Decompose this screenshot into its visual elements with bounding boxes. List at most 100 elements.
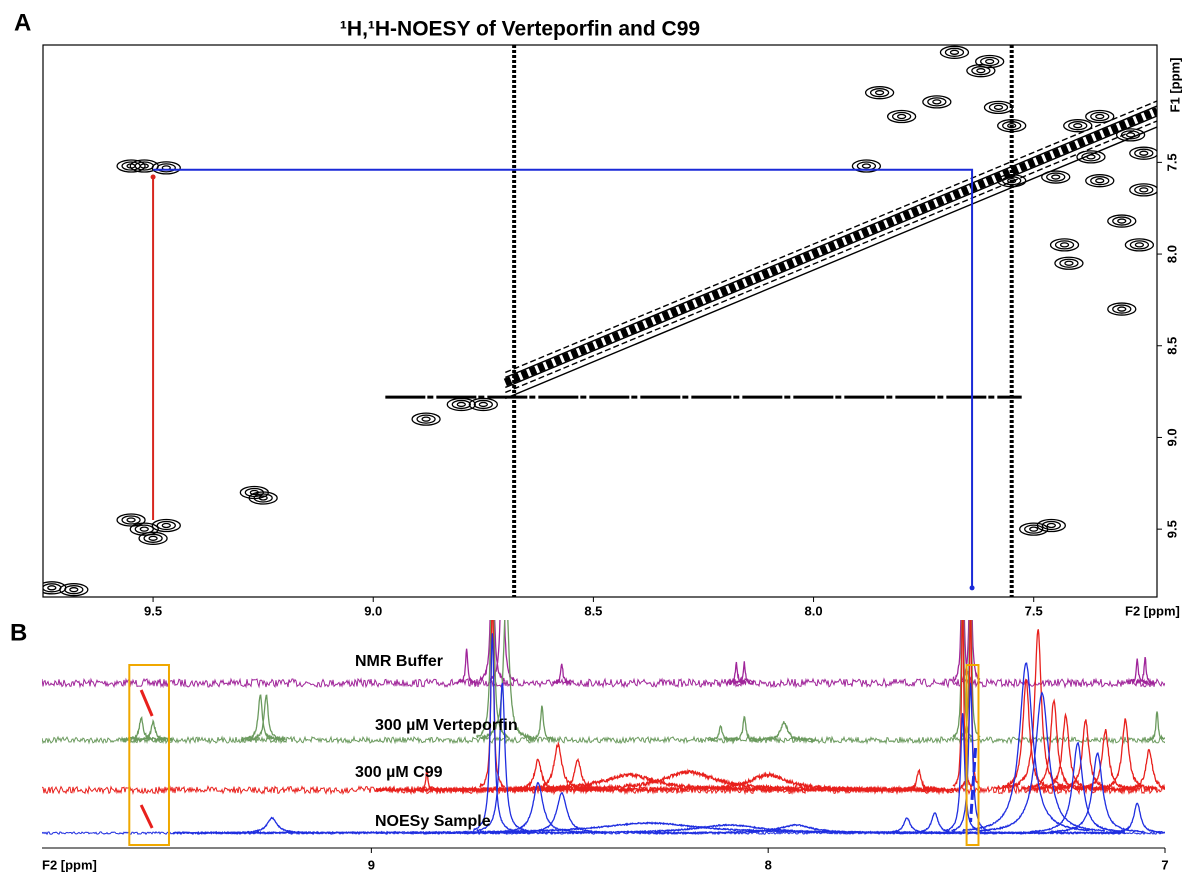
cross-peak — [473, 399, 493, 410]
spectrum-peak — [977, 691, 1106, 833]
cross-peak — [1112, 216, 1132, 226]
y-tick-label: 8.0 — [1164, 245, 1179, 263]
cross-peak — [1063, 119, 1093, 133]
cross-peak — [1125, 132, 1136, 138]
spectrum-peak — [479, 620, 506, 789]
spectrum-peak — [472, 633, 512, 832]
cross-peak — [1117, 306, 1127, 312]
cross-peak — [1051, 174, 1061, 180]
diagonal-contour — [505, 126, 1157, 400]
cross-peak — [1073, 123, 1083, 129]
cross-peak — [446, 397, 476, 412]
spectrum-peak — [962, 662, 1090, 832]
x-tick-label: 9.5 — [144, 603, 162, 618]
cross-peak — [1085, 109, 1115, 124]
y-axis-label: F1 [ppm] — [1167, 58, 1182, 113]
cross-peak — [116, 159, 146, 173]
spectrum-peak — [1116, 748, 1165, 794]
x-tick-label: 8.0 — [805, 603, 823, 618]
cross-peak — [1115, 128, 1146, 142]
x-tick-label: 9 — [368, 857, 375, 872]
cross-peak — [1085, 174, 1115, 188]
plot-frame — [42, 44, 1158, 598]
spectrum-peak — [1029, 741, 1126, 833]
cross-peak — [139, 526, 149, 532]
cross-peak — [1139, 150, 1149, 156]
arrow — [139, 689, 154, 717]
cross-peak — [1129, 240, 1150, 250]
x-tick-label: 9.0 — [364, 603, 382, 618]
spectrum-peak — [551, 663, 572, 687]
cross-peak — [1129, 183, 1157, 197]
annotation-end — [150, 174, 156, 180]
cross-peak — [1068, 121, 1088, 131]
cross-peak — [411, 412, 441, 426]
cross-peak — [1134, 148, 1154, 158]
cross-peak — [148, 535, 158, 541]
cross-peak — [1086, 154, 1096, 160]
spectrum-peak — [528, 705, 555, 743]
arrow — [969, 747, 978, 823]
spectra — [42, 620, 1165, 836]
cross-peak — [64, 585, 84, 595]
cross-peak — [932, 99, 942, 105]
cross-peak — [927, 97, 947, 107]
chart-title: ¹H,¹H-NOESY of Verteporfin and C99 — [340, 18, 700, 41]
baseline-trace — [42, 677, 1165, 689]
cross-peak — [1041, 520, 1061, 531]
cross-peak — [896, 113, 907, 120]
spectrum-peak — [902, 812, 967, 835]
cross-peak — [416, 414, 436, 424]
spectrum-peak — [751, 721, 817, 743]
cross-peak — [993, 104, 1004, 111]
cross-peak — [143, 533, 163, 543]
cross-peak — [922, 95, 952, 109]
cross-peak — [69, 587, 79, 593]
cross-peak — [253, 493, 273, 503]
spectrum-peak — [707, 724, 734, 743]
spectrum-peak — [1049, 752, 1146, 834]
cross-peak — [156, 163, 176, 173]
panel-label: B — [10, 619, 27, 646]
spectrum-peak — [475, 620, 509, 740]
cross-peak — [43, 583, 62, 593]
cross-peak — [1120, 130, 1141, 140]
diagonal-contour — [503, 107, 1157, 387]
spectrum-peak — [952, 620, 973, 789]
cross-peak — [1107, 214, 1137, 228]
x-axis-label: F2 [ppm] — [1125, 603, 1180, 618]
cross-peak — [468, 397, 498, 412]
cross-peak — [156, 520, 176, 531]
highlight-box — [128, 664, 170, 846]
cross-peak — [1112, 304, 1132, 314]
cross-peak — [1064, 260, 1074, 266]
cross-peak — [421, 416, 431, 422]
x-tick-label: 8.5 — [584, 603, 602, 618]
spectrum-peak — [519, 741, 597, 794]
cross-peak — [129, 522, 159, 536]
cross-peak — [1095, 113, 1105, 120]
x-tick-label: 7 — [1161, 857, 1168, 872]
cross-peak — [985, 58, 995, 65]
series-label: 300 µM C99 — [355, 764, 443, 781]
annotation-end — [969, 585, 975, 591]
y-tick-label: 7.5 — [1164, 153, 1179, 171]
cross-peak — [126, 163, 136, 169]
y-tick-label: 8.5 — [1164, 337, 1179, 355]
spectrum-peak — [899, 768, 939, 792]
cross-peak — [126, 517, 136, 523]
spectrum-peak — [1021, 698, 1086, 793]
spectrum-peak — [224, 816, 320, 835]
spectrum-peak — [133, 718, 173, 744]
cross-peak — [966, 64, 996, 78]
cross-peak — [451, 399, 471, 410]
cross-peak — [1054, 240, 1075, 250]
cross-peak — [1134, 242, 1145, 248]
cross-peak — [886, 109, 917, 124]
cross-peak — [1090, 176, 1110, 186]
cross-peak — [1124, 238, 1155, 252]
cross-peak — [944, 47, 965, 57]
contour-plot — [43, 45, 1157, 597]
cross-peak — [248, 491, 278, 505]
